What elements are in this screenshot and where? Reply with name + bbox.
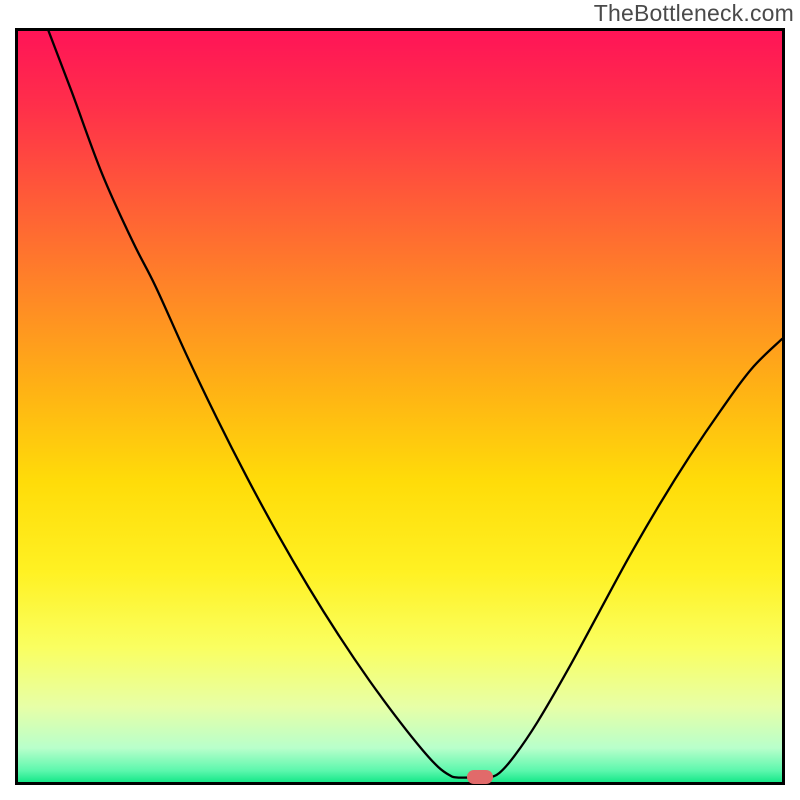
watermark-text: TheBottleneck.com [594, 0, 794, 27]
chart-frame: TheBottleneck.com [0, 0, 800, 800]
plot-background-gradient [18, 31, 782, 782]
optimal-marker [467, 770, 493, 784]
